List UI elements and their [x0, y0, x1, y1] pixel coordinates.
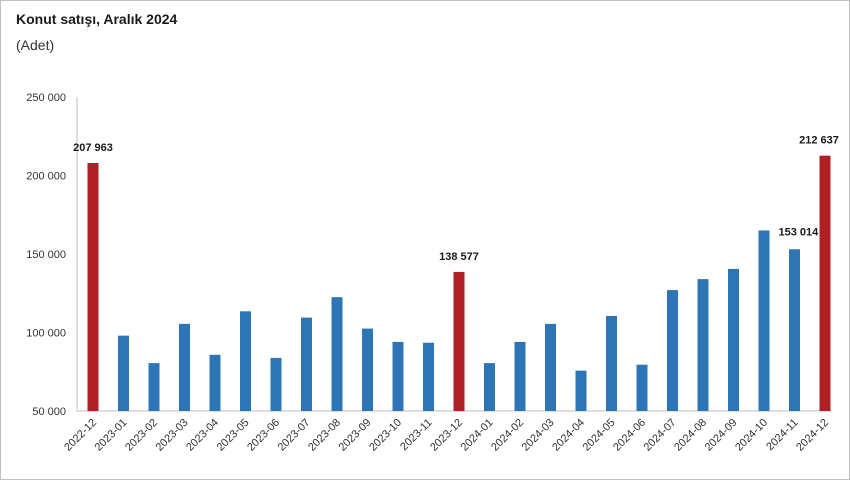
x-tick-label: 2023-06 — [245, 417, 282, 454]
data-label: 138 577 — [439, 251, 479, 263]
x-tick-label: 2024-07 — [642, 417, 679, 454]
bar — [789, 249, 800, 411]
bar — [148, 363, 160, 411]
y-tick-label: 200 000 — [26, 171, 66, 183]
bar — [270, 357, 282, 411]
x-tick-label: 2024-06 — [611, 417, 648, 454]
bar — [179, 323, 190, 411]
x-tick-label: 2023-10 — [367, 417, 404, 454]
bar — [819, 155, 831, 411]
bar — [697, 279, 709, 411]
x-tick-label: 2024-08 — [672, 417, 709, 454]
bar — [301, 317, 312, 411]
data-label: 207 963 — [73, 142, 113, 154]
bar — [423, 342, 434, 411]
y-tick-label: 250 000 — [26, 92, 66, 104]
x-tick-label: 2023-02 — [123, 417, 160, 454]
x-tick-label: 2024-03 — [520, 417, 557, 454]
y-tick-label: 150 000 — [26, 249, 66, 261]
bar — [484, 363, 495, 411]
bar — [362, 328, 373, 411]
x-tick-label: 2023-04 — [184, 417, 221, 454]
bar — [240, 311, 251, 411]
bar — [87, 162, 99, 411]
x-tick-label: 2023-01 — [93, 417, 130, 454]
bar — [453, 271, 465, 411]
bar — [514, 341, 526, 411]
bar — [545, 323, 556, 411]
x-tick-label: 2023-03 — [154, 417, 191, 454]
bar — [636, 364, 648, 411]
x-tick-label: 2024-01 — [459, 417, 496, 454]
bar — [575, 370, 587, 411]
bar — [667, 290, 678, 411]
bar — [758, 230, 770, 411]
x-tick-label: 2022-12 — [62, 417, 99, 454]
bar — [331, 297, 343, 411]
x-tick-label: 2024-09 — [703, 417, 740, 454]
bar — [118, 335, 129, 411]
bar — [209, 354, 221, 411]
x-tick-label: 2023-12 — [428, 417, 465, 454]
bar — [392, 341, 404, 411]
x-tick-label: 2024-10 — [733, 417, 770, 454]
x-tick-label: 2023-07 — [276, 417, 313, 454]
bar — [728, 268, 739, 411]
x-tick-label: 2023-05 — [215, 417, 252, 454]
x-tick-label: 2024-12 — [794, 417, 831, 454]
data-label: 212 637 — [799, 135, 839, 147]
x-tick-label: 2024-05 — [581, 417, 618, 454]
y-tick-label: 100 000 — [26, 328, 66, 340]
x-tick-label: 2023-08 — [306, 417, 343, 454]
bar — [606, 316, 617, 411]
x-tick-label: 2023-09 — [337, 417, 374, 454]
data-label: 153 014 — [779, 226, 820, 238]
chart-title: Konut satışı, Aralık 2024 — [16, 11, 178, 27]
chart-subtitle: (Adet) — [16, 37, 55, 53]
x-tick-label: 2024-02 — [489, 417, 526, 454]
y-tick-label: 50 000 — [32, 406, 66, 418]
x-tick-label: 2024-04 — [550, 417, 587, 454]
